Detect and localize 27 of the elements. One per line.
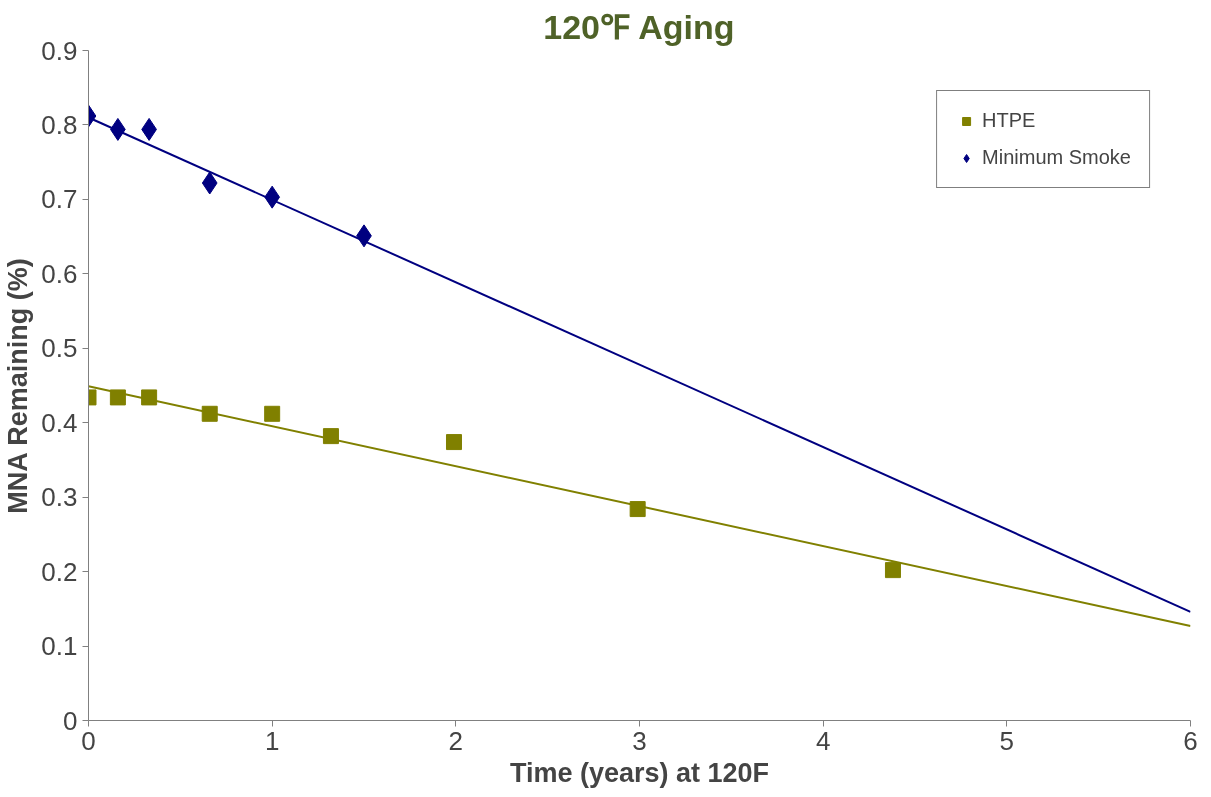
y-tick-label: 0.4 (41, 407, 78, 438)
point (201, 171, 218, 195)
y-tick-label: 0.5 (41, 333, 78, 364)
point (264, 405, 281, 422)
point (109, 389, 126, 406)
y-tick-label: 0 (63, 705, 78, 736)
point (884, 562, 901, 579)
legend-label: HTPE (982, 109, 1036, 132)
point (141, 389, 158, 406)
x-tick-label: 5 (999, 725, 1015, 756)
x-tick-label: 3 (632, 725, 647, 756)
y-tick-label: 0.3 (41, 482, 78, 513)
x-tick-label: 4 (815, 725, 831, 756)
x-axis-title: Time (years) at 120F (509, 757, 770, 788)
y-axis-title: MNA Remaining (%) (3, 258, 34, 514)
x-tick-label: 1 (264, 725, 280, 756)
y-tick-label: 0.6 (41, 258, 78, 289)
x-tick-label: 6 (1183, 725, 1198, 756)
y-tick-label: 0.7 (41, 184, 78, 215)
legend-label: Minimum Smoke (982, 146, 1131, 169)
chart-title: 120℉ Aging (543, 7, 735, 46)
x-tick-label: 2 (448, 725, 464, 756)
y-tick-label: 0.9 (41, 35, 78, 66)
point (446, 434, 462, 451)
y-tick-label: 0.2 (41, 556, 78, 587)
y-tick-label: 0.8 (41, 109, 78, 140)
y-tick-label: 0.1 (41, 631, 78, 662)
